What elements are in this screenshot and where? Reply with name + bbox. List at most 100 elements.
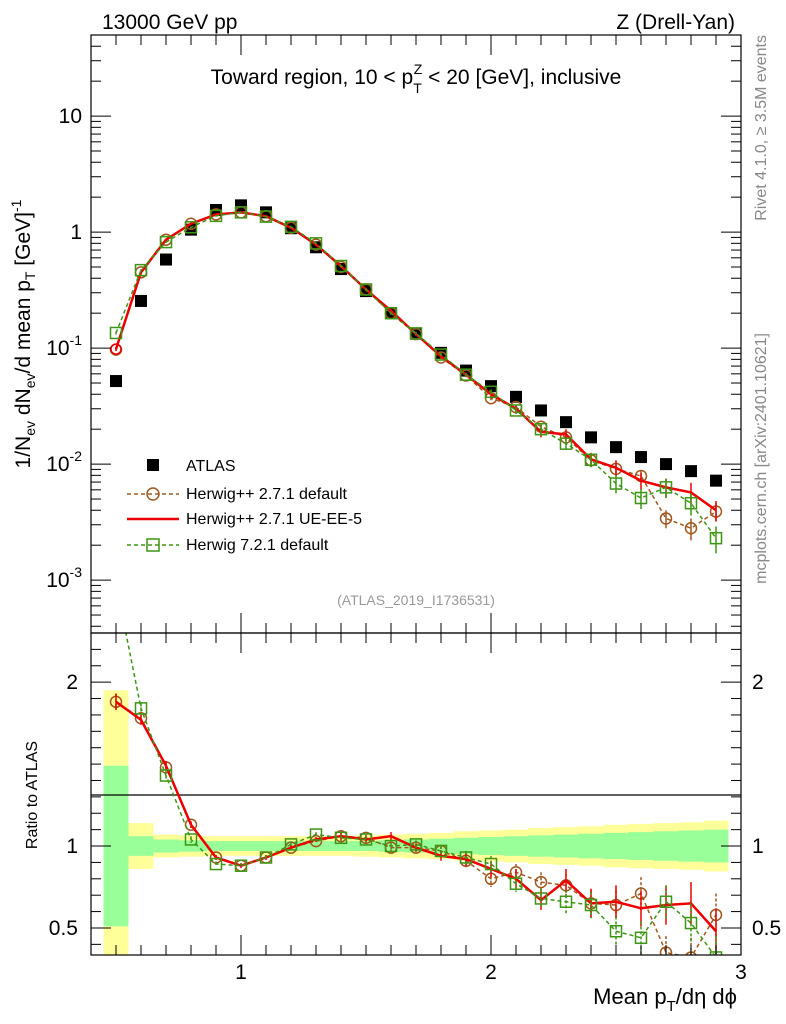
band-inner-21 [628, 832, 654, 860]
band-inner-1 [128, 836, 154, 856]
ratio-point-herwig-7-2-1-default-3 [184, 833, 198, 846]
main-point-atlas-24 [710, 474, 722, 487]
main-point-herwig-7-2-1-default-4 [209, 209, 223, 223]
main-point-herwig-7-2-1-default-22 [659, 481, 673, 494]
ylabel-p7: [GeV] [12, 212, 35, 272]
rivet-note: Rivet 4.1.0, ≥ 3.5M events [753, 35, 770, 221]
ratio-point-herwig-7-2-1-default-5 [234, 859, 248, 872]
ratio-ytick-label-right-0: 0.5 [752, 917, 781, 940]
ratio-point-herwig-2-7-1-default-17 [534, 875, 548, 889]
ratio-point-herwig-7-2-1-default-21 [634, 931, 648, 945]
band-inner-15 [478, 837, 504, 856]
main-point-atlas-8 [310, 241, 322, 254]
ratio-point-herwig-7-2-1-default-18 [559, 895, 573, 908]
band-inner-6 [253, 841, 279, 851]
main-point-herwig-7-2-1-default-3 [184, 221, 198, 234]
main-point-herwig-7-2-1-default-9 [334, 259, 348, 273]
band-inner-19 [578, 833, 604, 859]
main-point-herwig-7-2-1-default-5 [234, 206, 248, 219]
legend-label-atlas: ATLAS [186, 458, 236, 475]
ratio-point-herwig-7-2-1-default-11 [384, 839, 398, 853]
legend-marker-herwig7-default [146, 538, 160, 552]
main-point-herwig-2-7-1-default-23 [684, 521, 698, 535]
main-point-herwig-7-2-1-default-24 [709, 531, 723, 545]
main-ytick-exp-1: -2 [70, 448, 83, 464]
ratio-point-herwig-2-7-1-default-3 [184, 818, 198, 831]
main-ylabel: 1/Nev dNev/d mean pT [GeV]-1 [8, 199, 38, 468]
band-inner-23 [678, 830, 704, 862]
ratio-point-herwig-7-2-1-default-16 [509, 877, 523, 890]
band-inner-5 [228, 841, 254, 851]
title-part-2: < 20 [GeV], inclusive [422, 66, 621, 89]
ylabel-p2: ev [22, 421, 38, 436]
ylabel-p8: -1 [8, 199, 24, 212]
main-point-herwig-7-2-1-default-7 [284, 220, 298, 234]
main-point-herwig-7-2-1-default-19 [584, 453, 598, 467]
ratio-ytick-label-right-2: 2 [752, 671, 764, 694]
main-title: Toward region, 10 < pTZ < 20 [GeV], incl… [211, 61, 622, 96]
main-point-atlas-16 [510, 390, 522, 403]
ratio-point-herwig-7-2-1-default-15 [484, 857, 498, 871]
main-point-atlas-17 [535, 404, 547, 417]
main-point-herwig-7-2-1-default-2 [159, 235, 173, 249]
xlabel-p3: /dη dϕ [676, 984, 737, 1009]
ratio-point-herwig-7-2-1-default-9 [334, 831, 348, 845]
ratio-point-herwig-7-2-1-default-6 [259, 851, 273, 864]
legend-marker-herwigpp-default [146, 487, 160, 501]
ratio-point-herwig-7-2-1-default-7 [284, 838, 298, 851]
ratio-point-herwig-7-2-1-default-10 [359, 833, 373, 846]
ylabel-p6: T [22, 271, 38, 280]
band-inner-22 [653, 831, 679, 861]
ylabel-p1: 1/N [12, 436, 35, 469]
main-point-herwig-7-2-1-default-17 [534, 422, 548, 436]
legend-label-herwigpp-ueee5: Herwig++ 2.7.1 UE-EE-5 [186, 511, 362, 528]
legend: ATLAS Herwig++ 2.7.1 default Herwig++ 2.… [127, 458, 362, 554]
main-point-herwig-7-2-1-default-16 [509, 404, 523, 417]
main-point-atlas-21 [635, 451, 647, 464]
ratio-line-herwig-2-7-1-ue-ee-5 [115, 700, 717, 933]
legend-marker-atlas [147, 459, 159, 471]
title-part-1: Toward region, 10 < p [211, 66, 414, 89]
band-inner-20 [603, 832, 629, 860]
main-point-herwig-7-2-1-default-11 [384, 306, 398, 320]
main-ytick-base-2: 10 [46, 337, 69, 360]
ratio-point-herwig-7-2-1-default-4 [209, 857, 223, 871]
ratio-xlabel: Mean pT/dη dϕ [593, 984, 737, 1015]
band-inner-4 [203, 841, 229, 851]
band-inner-16 [503, 836, 529, 856]
title-sup: Z [414, 61, 423, 77]
main-point-atlas-19 [585, 431, 597, 444]
ratio-frame [90, 632, 742, 956]
ratio-ylabel: Ratio to ATLAS [24, 741, 41, 849]
main-point-herwig-7-2-1-default-6 [259, 210, 273, 223]
main-point-atlas-0 [110, 375, 122, 388]
ratio-ytick-label-right-1: 1 [752, 835, 764, 858]
ratio-point-herwig-7-2-1-default-22 [659, 895, 673, 908]
ratio-ytick-label-left-2: 2 [66, 671, 78, 694]
mcplots-note: mcplots.cern.ch [arXiv:2401.10621] [753, 333, 770, 584]
ratio-point-herwig-7-2-1-default-13 [434, 844, 448, 858]
main-point-herwig-2-7-1-ue-ee-5-0 [110, 343, 122, 355]
ratio-ytick-label-left-1: 1 [66, 835, 78, 858]
main-point-atlas-20 [610, 441, 622, 454]
main-point-herwig-7-2-1-default-15 [484, 385, 498, 399]
xlabel-p1: Mean p [593, 984, 666, 1009]
main-ytick-label-1: 10-2 [46, 448, 82, 476]
main-point-herwig-2-7-1-default-22 [659, 512, 673, 525]
main-ytick-base-1: 10 [46, 453, 69, 476]
main-point-herwig-7-2-1-default-21 [634, 491, 648, 505]
ratio-point-herwig-7-2-1-default-1 [134, 702, 148, 715]
band-inner-17 [528, 835, 554, 857]
band-inner-18 [553, 834, 579, 858]
ratio-point-herwig-7-2-1-default-0 [111, 578, 122, 589]
ylabel-p5: /d mean p [12, 280, 35, 373]
main-point-atlas-1 [135, 294, 147, 307]
main-ytick-label-3: 1 [70, 221, 82, 244]
ratio-point-herwig-7-2-1-default-23 [684, 916, 698, 930]
ylabel-p4: ev [22, 373, 38, 388]
main-ytick-base-0: 10 [46, 569, 69, 592]
main-line-herwig-2-7-1-default [115, 211, 717, 530]
ratio-point-herwig-7-2-1-default-19 [584, 898, 598, 912]
